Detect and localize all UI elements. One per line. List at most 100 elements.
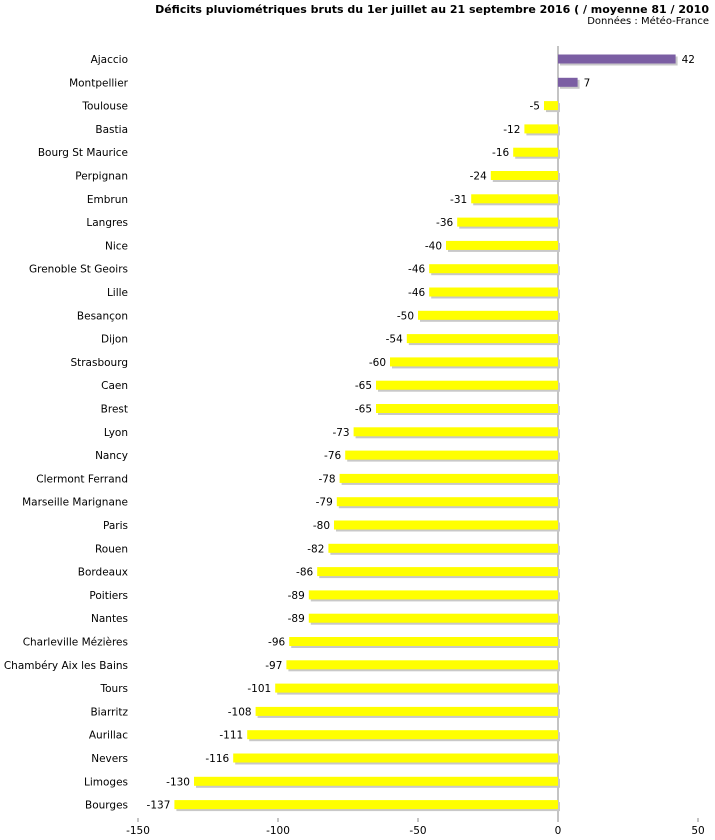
category-label: Toulouse: [81, 101, 128, 113]
value-label: -96: [268, 637, 285, 649]
category-label: Nancy: [95, 450, 128, 462]
value-label: -54: [386, 334, 403, 346]
x-tick-label: -50: [409, 825, 426, 837]
value-label: -97: [265, 660, 282, 672]
chart-title: Déficits pluviométriques bruts du 1er ju…: [155, 3, 709, 16]
category-label: Limoges: [84, 776, 128, 788]
bar-3: [524, 124, 558, 134]
category-label: Nice: [105, 240, 128, 252]
category-label: Besançon: [77, 310, 128, 322]
bar-8: [446, 240, 558, 250]
category-label: Montpellier: [69, 77, 129, 89]
category-label: Bastia: [95, 124, 128, 136]
bar-17: [345, 450, 558, 460]
category-label: Dijon: [101, 334, 128, 346]
bar-12: [406, 334, 558, 344]
category-label: Grenoble St Geoirs: [29, 264, 128, 276]
value-label: -73: [332, 427, 349, 439]
category-label: Brest: [101, 404, 128, 416]
category-label: Poitiers: [89, 590, 128, 602]
category-label: Tours: [100, 683, 129, 695]
bar-24: [308, 613, 558, 623]
value-label: -137: [147, 800, 171, 812]
value-label: -46: [408, 264, 425, 276]
value-label: -111: [219, 730, 243, 742]
category-label: Rouen: [95, 543, 128, 555]
bar-19: [336, 497, 558, 507]
bar-13: [390, 357, 558, 367]
bar-29: [247, 730, 558, 740]
bar-10: [429, 287, 558, 297]
value-label: -31: [450, 194, 467, 206]
value-label: -5: [530, 101, 540, 113]
value-label: -108: [228, 706, 252, 718]
category-label: Aurillac: [89, 730, 128, 742]
value-label: -89: [288, 590, 305, 602]
value-label: -101: [247, 683, 271, 695]
value-label: -76: [324, 450, 341, 462]
category-label: Marseille Marignane: [22, 497, 128, 509]
bar-28: [255, 706, 558, 716]
bar-11: [418, 310, 558, 320]
value-label: -46: [408, 287, 425, 299]
value-label: -78: [318, 473, 335, 485]
value-label: -12: [503, 124, 520, 136]
value-label: -80: [313, 520, 330, 532]
value-label: -79: [316, 497, 333, 509]
bar-2: [544, 101, 558, 111]
category-label: Lyon: [104, 427, 128, 439]
value-label: -24: [470, 171, 487, 183]
bar-1: [558, 77, 578, 87]
bar-21: [328, 543, 558, 553]
value-label: -65: [355, 404, 372, 416]
category-label: Langres: [86, 217, 128, 229]
category-label: Chambéry Aix les Bains: [4, 660, 128, 672]
x-tick-label: -150: [126, 825, 150, 837]
value-label: -130: [166, 776, 190, 788]
category-label: Lille: [107, 287, 128, 299]
bar-23: [308, 590, 558, 600]
category-label: Strasbourg: [70, 357, 128, 369]
category-label: Bordeaux: [78, 567, 128, 579]
category-label: Charleville Mézières: [23, 637, 128, 649]
bar-5: [490, 171, 558, 180]
bar-30: [233, 753, 558, 763]
bar-16: [353, 427, 558, 437]
value-label: 42: [682, 54, 695, 66]
value-label: 7: [584, 77, 591, 89]
value-label: -50: [397, 310, 414, 322]
chart-marks: Ajaccio 42 Montpellier 7 Toulouse -5 Bastia -12…: [4, 46, 705, 837]
category-label: Bourges: [85, 800, 128, 812]
value-label: -65: [355, 380, 372, 392]
category-label: Biarritz: [90, 706, 128, 718]
bar-15: [376, 404, 558, 413]
bar-25: [289, 637, 558, 646]
category-label: Nevers: [91, 753, 128, 765]
bar-9: [429, 264, 558, 274]
bar-20: [334, 520, 558, 530]
category-label: Nantes: [91, 613, 128, 625]
bar-7: [457, 217, 558, 227]
category-label: Perpignan: [75, 171, 128, 183]
chart-subtitle: Données : Météo-France: [587, 16, 709, 27]
category-label: Paris: [103, 520, 128, 532]
category-label: Embrun: [87, 194, 128, 206]
value-label: -82: [307, 543, 324, 555]
x-tick-label: -100: [266, 825, 290, 837]
category-label: Caen: [101, 380, 128, 392]
bar-6: [471, 194, 558, 204]
value-label: -86: [296, 567, 313, 579]
value-label: -36: [436, 217, 453, 229]
bar-14: [376, 380, 558, 390]
bar-27: [275, 683, 558, 693]
bar-18: [339, 473, 558, 483]
value-label: -116: [205, 753, 229, 765]
bar-31: [194, 776, 558, 786]
value-label: -16: [492, 147, 509, 159]
category-label: Clermont Ferrand: [36, 473, 128, 485]
bar-32: [174, 800, 558, 810]
bar-26: [286, 660, 558, 670]
value-label: -89: [288, 613, 305, 625]
value-label: -40: [425, 240, 442, 252]
